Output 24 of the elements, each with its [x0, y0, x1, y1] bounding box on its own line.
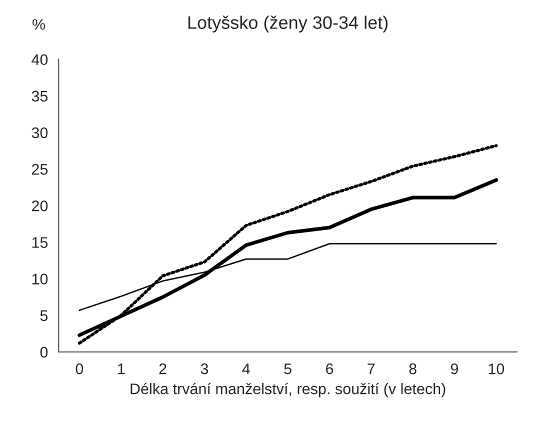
- y-tick-label: 35: [32, 90, 48, 102]
- y-tick-label: 20: [32, 200, 48, 212]
- x-tick-label: 1: [118, 364, 125, 374]
- y-tick-label: 0: [40, 346, 48, 358]
- x-tick-label: 6: [326, 363, 334, 374]
- x-tick-label: 3: [200, 363, 208, 374]
- y-tick-label: 5: [40, 310, 48, 322]
- x-tick-label: 0: [76, 363, 84, 374]
- x-tick-label: 8: [409, 363, 416, 374]
- x-tick-label: 2: [159, 363, 166, 374]
- x-axis-title: Délka trvání manželství, resp. soužití (v letech): [130, 382, 446, 398]
- x-tick-label: 7: [368, 364, 375, 374]
- y-axis-title: %: [32, 19, 46, 30]
- x-tick-label: 9: [450, 363, 458, 374]
- x-tick-label: 10: [488, 363, 504, 374]
- y-tick-label: 15: [32, 237, 48, 248]
- y-tick-label: 25: [32, 164, 48, 175]
- x-tick-label: 4: [242, 364, 250, 374]
- y-tick-label: 30: [32, 127, 48, 138]
- line-series: [78, 144, 498, 345]
- chart-title: Lotyšsko (ženy 30-34 let): [188, 16, 388, 33]
- y-tick-label: 10: [32, 274, 48, 284]
- y-tick-label: 40: [32, 54, 48, 66]
- x-tick-label: 5: [284, 364, 292, 374]
